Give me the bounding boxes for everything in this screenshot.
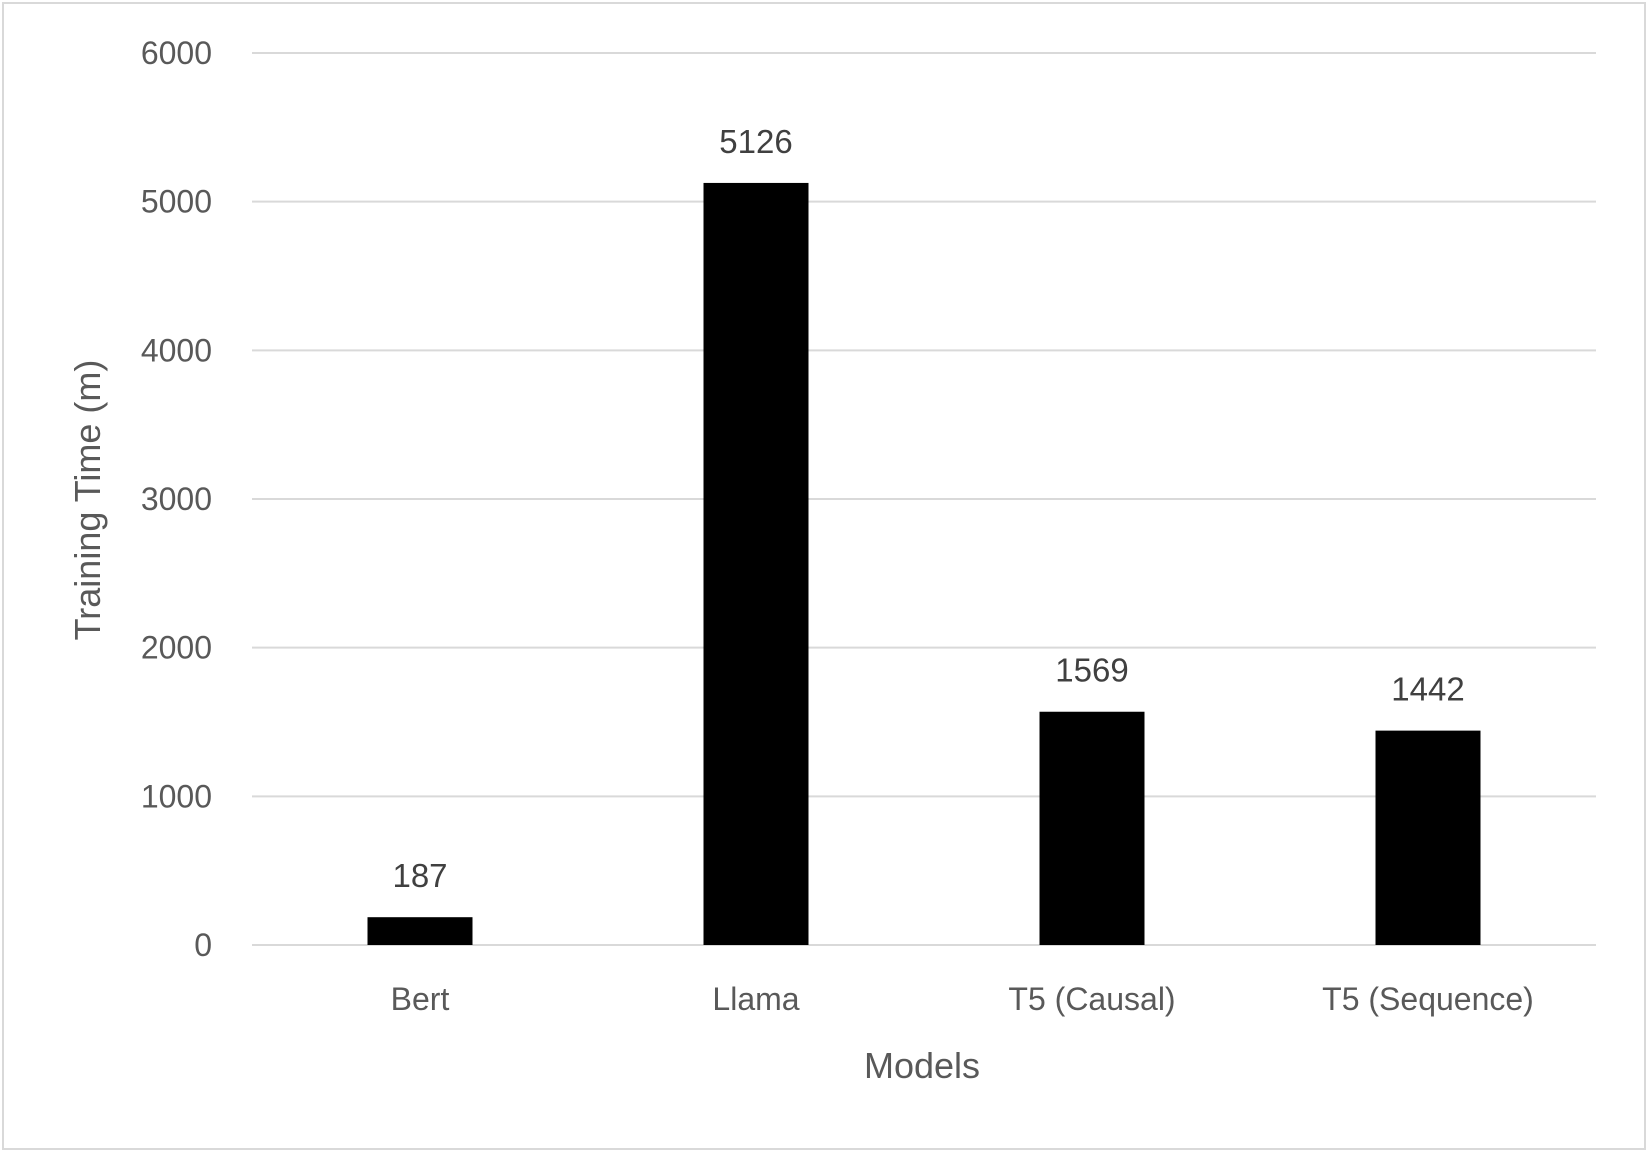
- data-label: 1442: [1391, 671, 1464, 708]
- gridlines: [252, 52, 1596, 946]
- bars: [367, 182, 1481, 945]
- data-label: 187: [392, 857, 447, 894]
- x-tick-label: Bert: [391, 981, 450, 1017]
- x-tick-label: T5 (Sequence): [1322, 981, 1534, 1017]
- y-tick-label: 6000: [141, 35, 212, 71]
- y-tick-label: 4000: [141, 332, 212, 368]
- bar: [367, 917, 473, 945]
- bar: [1375, 730, 1481, 945]
- bar: [1039, 711, 1145, 945]
- y-tick-label: 1000: [141, 778, 212, 814]
- bar: [703, 182, 809, 945]
- x-tick-label: T5 (Causal): [1008, 981, 1175, 1017]
- x-axis-title: Models: [864, 1045, 980, 1086]
- x-tick-label: Llama: [712, 981, 799, 1017]
- y-tick-label: 2000: [141, 630, 212, 666]
- y-axis-title: Training Time (m): [67, 360, 108, 641]
- x-axis-ticks: Bert Llama T5 (Causal) T5 (Sequence): [391, 981, 1534, 1017]
- data-label: 5126: [719, 123, 792, 160]
- data-labels: 187 5126 1569 1442: [392, 123, 1464, 894]
- data-label: 1569: [1055, 652, 1128, 689]
- y-tick-label: 3000: [141, 481, 212, 517]
- y-axis-ticks: 0 1000 2000 3000 4000 5000 6000: [141, 35, 212, 963]
- y-tick-label: 0: [194, 927, 212, 963]
- y-tick-label: 5000: [141, 184, 212, 220]
